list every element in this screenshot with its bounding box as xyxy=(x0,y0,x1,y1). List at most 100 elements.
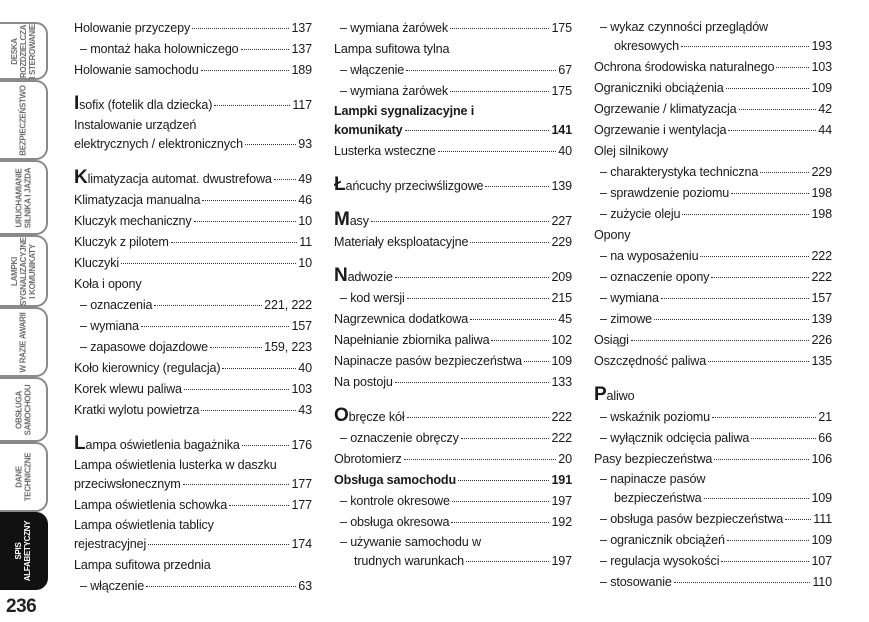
index-page-number[interactable]: 222 xyxy=(811,270,832,284)
index-page-number[interactable]: 137 xyxy=(291,21,312,35)
index-entry-text: – wyłącznik odcięcia paliwa xyxy=(600,431,750,445)
index-entry: – kod wersji 215 xyxy=(334,288,572,309)
index-page-number[interactable]: 107 xyxy=(811,554,832,568)
section-tab[interactable]: W RAZIE AWARII xyxy=(0,307,48,377)
index-page-number[interactable]: 229 xyxy=(811,165,832,179)
dot-leader xyxy=(726,540,810,541)
index-page-number[interactable]: 177 xyxy=(291,498,312,512)
index-page-number[interactable]: 11 xyxy=(299,235,312,249)
section-tab[interactable]: URUCHAMIANIE SILNIKA I JAZDA xyxy=(0,160,48,235)
index-page-number[interactable]: 46 xyxy=(298,193,312,207)
index-entry: Kluczyki 10 xyxy=(74,253,312,274)
index-entry-text: Obsługa samochodu xyxy=(334,473,457,487)
index-entry-text: – wymiana żarówek xyxy=(340,84,449,98)
index-entry-text: Ogrzewanie / klimatyzacja xyxy=(594,102,737,116)
index-page-number[interactable]: 226 xyxy=(811,333,832,347)
index-entry-text: Lampa oświetlenia tablicy xyxy=(74,518,214,532)
index-page-number[interactable]: 63 xyxy=(298,579,312,593)
index-page-number[interactable]: 44 xyxy=(818,123,832,137)
index-page-number[interactable]: 139 xyxy=(551,179,572,193)
section-tab[interactable]: DESKA ROZDZIELCZA I STEROWANIE xyxy=(0,22,48,80)
index-page-number[interactable]: 109 xyxy=(811,533,832,547)
index-page-number[interactable]: 117 xyxy=(292,98,312,112)
index-page-number[interactable]: 222 xyxy=(551,410,572,424)
index-entry: Kratki wylotu powietrza 43 xyxy=(74,400,312,421)
dot-leader xyxy=(200,70,290,71)
index-page-number[interactable]: 222 xyxy=(551,431,572,445)
index-page-number[interactable]: 175 xyxy=(551,84,572,98)
index-page-number[interactable]: 102 xyxy=(551,333,572,347)
index-page-number[interactable]: 42 xyxy=(818,102,832,116)
index-entry: Lampa oświetlenia tablicy rejestracyjnej 1… xyxy=(74,516,312,555)
index-page-number[interactable]: 139 xyxy=(811,312,832,326)
index-page-number[interactable]: 174 xyxy=(291,537,312,551)
index-page-number[interactable]: 111 xyxy=(813,512,832,526)
index-page-number[interactable]: 159, 223 xyxy=(264,340,312,354)
index-page-number[interactable]: 106 xyxy=(811,452,832,466)
index-page-number[interactable]: 109 xyxy=(551,354,572,368)
index-entry: – charakterystyka techniczna 229 xyxy=(594,162,832,183)
index-page-number[interactable]: 191 xyxy=(551,473,572,487)
index-page-number[interactable]: 141 xyxy=(551,123,572,137)
index-entry-text: elektrycznych / elektronicznych xyxy=(74,137,243,151)
index-page-number[interactable]: 215 xyxy=(551,291,572,305)
index-page-number[interactable]: 221, 222 xyxy=(264,298,312,312)
index-entry-text: – wymiana żarówek xyxy=(340,21,449,35)
index-page-number[interactable]: 222 xyxy=(811,249,832,263)
index-page-number[interactable]: 21 xyxy=(818,410,832,424)
index-page-number[interactable]: 103 xyxy=(811,60,832,74)
index-entry-text: trudnych warunkach xyxy=(354,554,465,568)
index-page-number[interactable]: 177 xyxy=(291,477,312,491)
index-entry-text: bręcze kół xyxy=(348,410,405,424)
index-page-number[interactable]: 192 xyxy=(551,515,572,529)
index-page-number[interactable]: 209 xyxy=(551,270,572,284)
index-entry-text: – włączenie xyxy=(340,63,405,77)
section-tab[interactable]: BEZPIECZEŃSTWO xyxy=(0,80,48,160)
index-entry: – zużycie oleju 198 xyxy=(594,204,832,225)
index-page-number[interactable]: 103 xyxy=(291,382,312,396)
index-page-number[interactable]: 193 xyxy=(811,39,832,53)
index-page-number[interactable]: 20 xyxy=(558,452,572,466)
index-page-number[interactable]: 198 xyxy=(811,186,832,200)
index-page-number[interactable]: 137 xyxy=(291,42,312,56)
index-page-number[interactable]: 45 xyxy=(558,312,572,326)
index-page-number[interactable]: 227 xyxy=(551,214,572,228)
index-page-number[interactable]: 109 xyxy=(811,81,832,95)
index-page-number[interactable]: 157 xyxy=(811,291,832,305)
index-page-number[interactable]: 49 xyxy=(298,172,312,186)
index-page-number[interactable]: 197 xyxy=(551,494,572,508)
index-page-number[interactable]: 40 xyxy=(558,144,572,158)
index-entry-text: Olej silnikowy xyxy=(594,144,669,158)
section-tab[interactable]: LAMPKI SYGNALIZACYJNE I KOMUNIKATY xyxy=(0,235,48,307)
index-page-number[interactable]: 10 xyxy=(298,214,312,228)
index-entry: Lampa oświetlenia schowka 177 xyxy=(74,495,312,516)
index-page-number[interactable]: 109 xyxy=(811,491,832,505)
index-page-number[interactable]: 157 xyxy=(291,319,312,333)
dot-leader xyxy=(450,91,550,92)
index-page-number[interactable]: 40 xyxy=(298,361,312,375)
section-tab[interactable]: OBSŁUGA SAMOCHODU xyxy=(0,377,48,442)
index-page-number[interactable]: 67 xyxy=(558,63,572,77)
index-page-number[interactable]: 176 xyxy=(291,438,312,452)
index-page-number[interactable]: 66 xyxy=(818,431,832,445)
section-tab-label: W RAZIE AWARII xyxy=(18,312,28,372)
index-entry: – wymiana żarówek 175 xyxy=(334,81,572,102)
index-page-number[interactable]: 229 xyxy=(551,235,572,249)
dot-leader xyxy=(406,70,557,71)
index-page-number[interactable]: 110 xyxy=(812,575,832,589)
index-page-number[interactable]: 135 xyxy=(811,354,832,368)
index-page-number[interactable]: 175 xyxy=(551,21,572,35)
index-page-number[interactable]: 10 xyxy=(298,256,312,270)
index-page-number[interactable]: 197 xyxy=(551,554,572,568)
dot-leader xyxy=(714,459,810,460)
index-page-number[interactable]: 43 xyxy=(298,403,312,417)
index-page-number[interactable]: 198 xyxy=(811,207,832,221)
index-page-number[interactable]: 133 xyxy=(551,375,572,389)
section-tab[interactable]: SPIS ALFABETYCZNY xyxy=(0,512,48,590)
section-tab[interactable]: DANE TECHNICZNE xyxy=(0,442,48,512)
index-page-number[interactable]: 93 xyxy=(298,137,312,151)
index-page-number[interactable]: 189 xyxy=(291,63,312,77)
dot-leader xyxy=(751,438,817,439)
index-entry: – zimowe 139 xyxy=(594,309,832,330)
index-entry: Na postoju 133 xyxy=(334,372,572,393)
